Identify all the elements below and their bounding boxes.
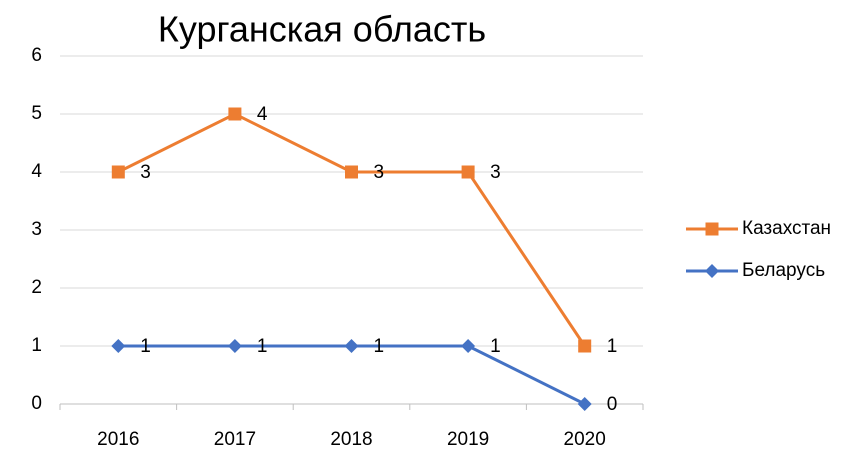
data-label: 3 [374, 162, 385, 183]
x-tick-label: 2019 [447, 429, 489, 449]
y-tick-label: 1 [31, 335, 42, 356]
data-label: 1 [607, 336, 618, 357]
point [461, 165, 475, 179]
point [345, 165, 358, 179]
data-label: 0 [607, 394, 618, 415]
y-tick-label: 0 [31, 393, 42, 414]
chart-title: Курганская область [158, 9, 486, 50]
y-tick-label: 2 [31, 277, 42, 298]
data-label: 1 [257, 336, 268, 357]
y-tick-label: 3 [31, 219, 42, 240]
data-label: 1 [140, 336, 151, 357]
y-tick-label: 4 [31, 161, 42, 182]
legend-marker [705, 264, 719, 278]
legend-marker [705, 222, 719, 236]
data-label: 3 [490, 162, 501, 183]
legend-label: Казахстан [742, 218, 831, 239]
x-tick-label: 2018 [330, 429, 372, 449]
point [344, 339, 359, 353]
legend-label: Беларусь [742, 260, 825, 281]
point [227, 339, 242, 353]
series-line [118, 344, 586, 406]
x-tick-label: 2016 [97, 429, 139, 449]
point [578, 339, 592, 353]
x-tick-label: 2020 [564, 429, 606, 449]
point [111, 339, 126, 353]
data-label: 4 [257, 104, 268, 125]
point [577, 397, 592, 411]
point [461, 339, 476, 353]
x-tick-label: 2017 [214, 429, 256, 449]
point [228, 107, 242, 121]
y-tick-label: 5 [31, 103, 42, 124]
point [111, 165, 125, 179]
data-label: 1 [490, 336, 501, 357]
data-label: 1 [374, 336, 385, 357]
y-tick-label: 6 [31, 45, 42, 66]
data-label: 3 [140, 162, 151, 183]
